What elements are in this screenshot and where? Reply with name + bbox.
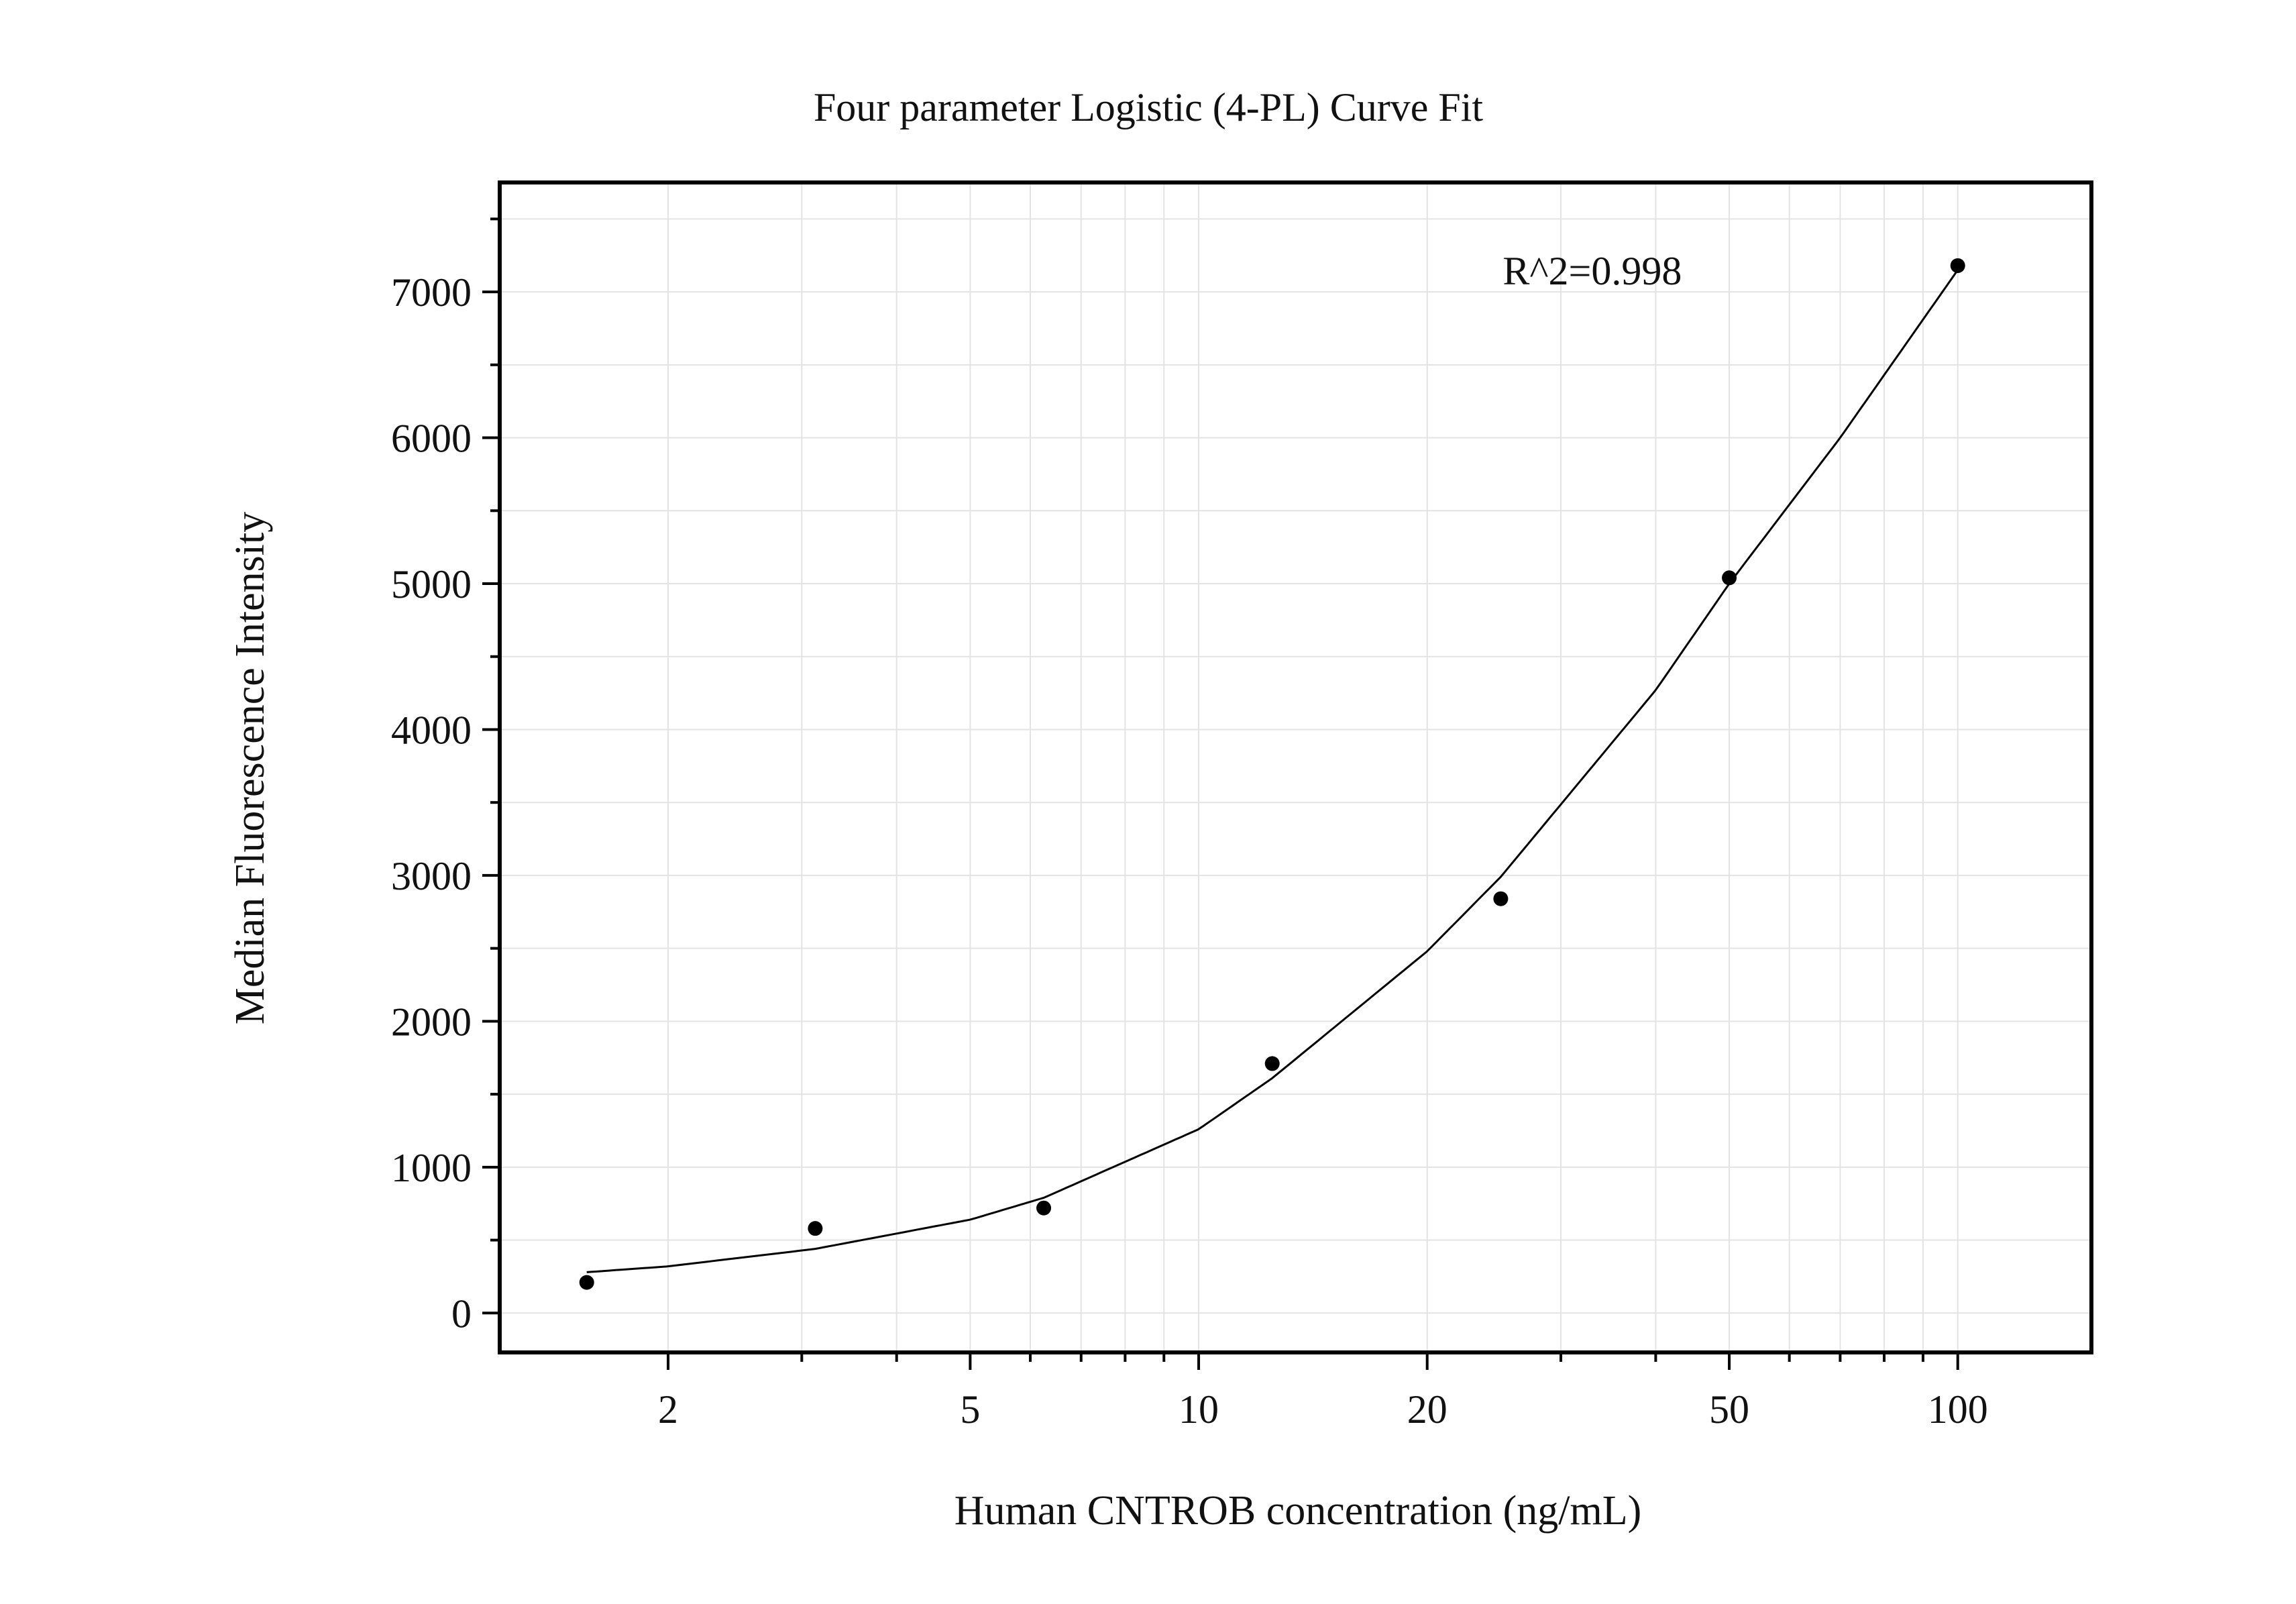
x-tick-label: 5 [960,1387,980,1432]
data-point [1722,570,1737,586]
x-tick-label: 100 [1928,1387,1988,1432]
y-tick-label: 3000 [391,854,472,898]
y-tick-label: 0 [451,1291,472,1336]
y-tick-label: 6000 [391,417,472,461]
plot-frame [498,180,2093,1354]
annotations: R^2=0.998 [1502,249,1682,293]
chart-title: Four parameter Logistic (4-PL) Curve Fit [814,85,1483,129]
data-point [579,1275,594,1290]
y-tick-label: 4000 [391,708,472,752]
y-tick-label: 2000 [391,1000,472,1044]
data-points [579,258,1965,1290]
data-point [1036,1200,1052,1216]
data-point [808,1221,823,1236]
data-point [1264,1056,1280,1071]
data-point [1493,891,1509,906]
gridlines [500,182,2091,1352]
x-tick-label: 10 [1179,1387,1219,1432]
x-axis-title: Human CNTROB concentration (ng/mL) [954,1488,1642,1534]
data-point [1950,258,1965,273]
r-squared-annotation: R^2=0.998 [1502,249,1682,293]
y-tick-label: 1000 [391,1146,472,1190]
x-tick-label: 20 [1407,1387,1447,1432]
x-tick-label: 2 [658,1387,678,1432]
y-axis-title: Median Fluorescence Intensity [227,512,273,1024]
x-tick-label: 50 [1709,1387,1749,1432]
x-axis: 2 5 10 20 50 100 [658,1352,1988,1432]
y-tick-label: 5000 [391,562,472,606]
y-tick-label: 7000 [391,270,472,315]
y-axis: 0 1000 2000 3000 4000 5000 6000 7000 [391,217,500,1336]
